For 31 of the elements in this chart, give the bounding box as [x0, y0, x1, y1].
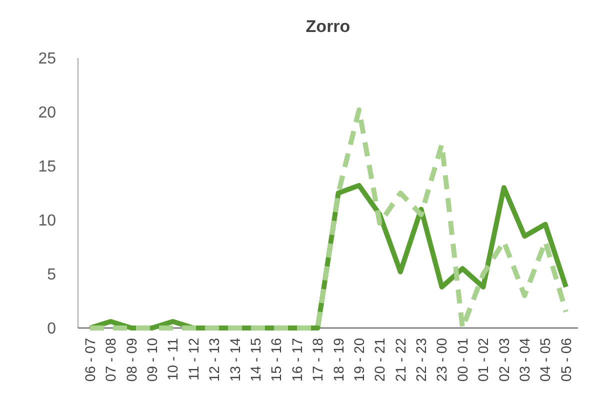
x-tick-label: 08 - 09	[123, 338, 140, 382]
y-tick-label: 5	[47, 266, 56, 284]
chart-title: Zorro	[306, 17, 350, 36]
y-tick-label: 15	[38, 158, 56, 176]
x-tick-label: 12 - 13	[206, 338, 222, 382]
y-tick-label: 20	[38, 104, 56, 122]
x-tick-label: 20 - 21	[372, 338, 388, 382]
x-tick-label: 21 - 22	[392, 338, 408, 382]
x-tick-label: 18 - 19	[330, 338, 346, 382]
x-tick-label: 15 - 16	[268, 338, 284, 382]
x-tick-label: 10 - 11	[164, 338, 181, 381]
x-tick-label: 01 - 02	[475, 338, 492, 382]
y-tick-label: 0	[47, 320, 56, 338]
x-tick-label: 07 - 08	[102, 338, 119, 382]
y-tick-label: 25	[38, 50, 56, 68]
x-tick-label: 13 - 14	[226, 338, 243, 382]
x-tick-label: 17 - 18	[310, 338, 326, 382]
x-tick-label: 22 - 23	[413, 338, 430, 382]
x-tick-label: 16 - 17	[288, 338, 305, 382]
x-tick-label: 02 - 03	[496, 338, 512, 382]
x-tick-label: 19 - 20	[350, 338, 367, 382]
x-tick-label: 14 - 15	[247, 338, 264, 382]
y-tick-label: 10	[38, 212, 56, 230]
x-tick-label: 06 - 07	[82, 338, 98, 382]
x-tick-label: 11 - 12	[185, 338, 202, 381]
x-tick-label: 05 - 06	[558, 338, 574, 382]
x-tick-label: 23 - 00	[434, 338, 450, 382]
x-tick-label: 09 - 10	[144, 338, 160, 382]
x-tick-label: 03 - 04	[516, 338, 533, 382]
x-tick-label: 04 - 05	[537, 338, 554, 382]
x-tick-label: 00 - 01	[454, 338, 470, 382]
